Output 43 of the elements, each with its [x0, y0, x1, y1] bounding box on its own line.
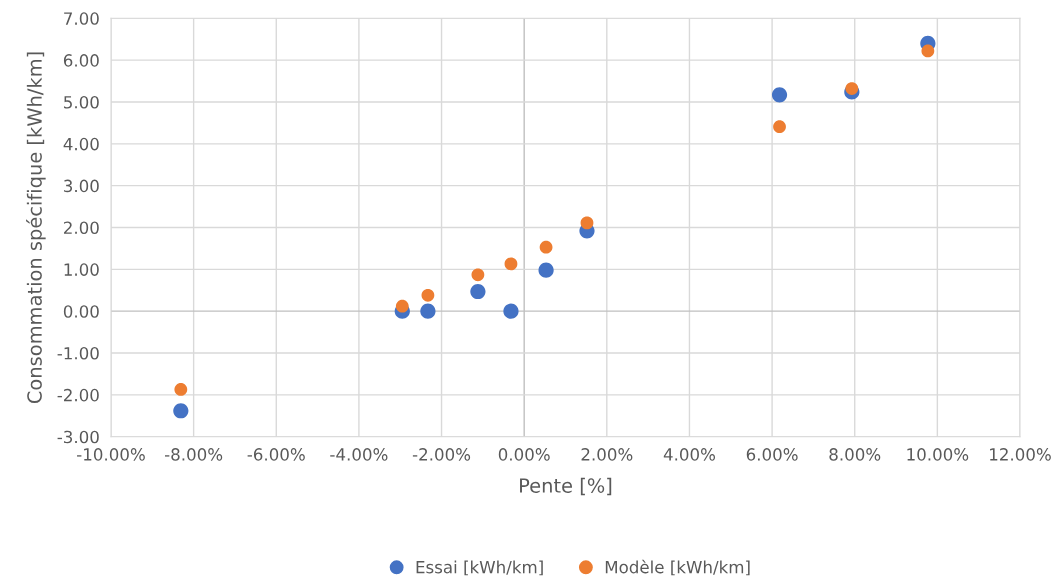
x-tick-label: -2.00%	[412, 448, 471, 461]
x-tick-label: -8.00%	[164, 448, 223, 461]
x-tick-label: 12.00%	[990, 448, 1051, 461]
point	[470, 283, 486, 300]
point	[395, 299, 409, 313]
y-tick-label: 3.00	[64, 179, 99, 193]
x-tick-label: -6.00%	[247, 448, 305, 461]
y-tick-label: -3.00	[57, 430, 99, 444]
x-tick-label: 6.00%	[746, 448, 798, 461]
point	[504, 257, 518, 271]
x-axis-title: Pente [%]	[520, 477, 612, 496]
y-tick-label: 1.00	[64, 263, 99, 276]
point	[539, 240, 553, 254]
y-tick-label: -1.00	[57, 346, 99, 360]
x-tick-label: -4.00%	[330, 448, 388, 461]
point	[538, 262, 554, 278]
point	[845, 82, 859, 95]
x-tick-label: 4.00%	[663, 448, 716, 461]
point	[580, 216, 594, 230]
point	[921, 44, 935, 58]
y-tick-label: 0.00	[63, 305, 99, 318]
point	[771, 87, 788, 103]
y-axis-title: Consommation spécifique [kWh/km]	[26, 52, 46, 404]
x-tick-label: 0.00%	[498, 448, 550, 461]
point	[173, 403, 189, 419]
legend-label: Essai [kWh/km]	[416, 560, 543, 576]
x-tick-label: 2.00%	[581, 448, 633, 461]
y-tick-label: 5.00	[64, 95, 99, 109]
legend-label: Modèle [kWh/km]	[605, 559, 750, 576]
point	[420, 303, 436, 319]
y-tick-label: 4.00	[63, 137, 99, 151]
x-tick-label: 8.00%	[829, 448, 881, 461]
y-tick-label: 2.00	[64, 221, 99, 235]
point	[421, 288, 435, 302]
point	[174, 383, 188, 396]
y-tick-label: 6.00	[63, 54, 99, 67]
y-tick-label: 7.00	[64, 12, 99, 25]
point	[471, 268, 485, 282]
point	[503, 303, 519, 319]
x-tick-label: -10.00%	[77, 448, 145, 461]
point	[773, 120, 786, 134]
x-tick-label: 10.00%	[907, 448, 969, 461]
y-tick-label: -2.00	[57, 388, 99, 402]
